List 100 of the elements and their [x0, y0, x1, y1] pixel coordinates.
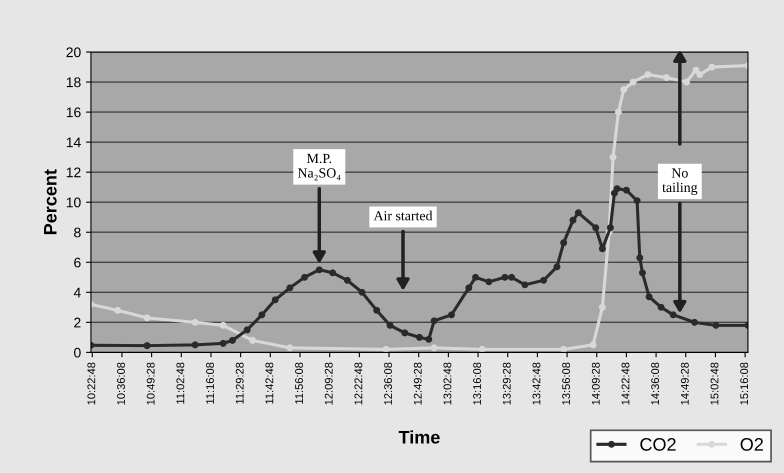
- point: [316, 266, 323, 274]
- point: [386, 322, 394, 329]
- annotation: No tailing: [662, 168, 698, 195]
- x-tick-label: 12:09:28: [324, 362, 333, 405]
- y-axis-title: Percent: [44, 169, 57, 234]
- y-tick-label: 20: [66, 47, 81, 58]
- point: [286, 284, 294, 292]
- x-tick-label: 13:02:48: [443, 362, 452, 405]
- point: [220, 340, 227, 347]
- y-tick-label: 0: [74, 348, 81, 358]
- point: [258, 311, 266, 318]
- point: [683, 78, 690, 86]
- x-tick-label: 12:36:08: [384, 362, 392, 405]
- y-tick-label: 10: [66, 198, 81, 208]
- point: [696, 71, 704, 78]
- point: [560, 239, 568, 246]
- point: [373, 306, 380, 314]
- y-tick-label: 8: [74, 228, 81, 238]
- y-tick-label: 4: [74, 288, 81, 298]
- point: [692, 66, 700, 74]
- point: [229, 336, 236, 344]
- point: [663, 74, 670, 82]
- point: [521, 281, 528, 288]
- y-tick-label: 2: [74, 318, 81, 328]
- point: [708, 64, 716, 71]
- y-tick-label: 12: [66, 168, 81, 178]
- point: [114, 306, 122, 314]
- point: [478, 346, 486, 352]
- point: [570, 216, 576, 224]
- x-tick-label: 11:56:08: [295, 362, 303, 404]
- point: [554, 263, 560, 270]
- point: [249, 336, 256, 344]
- point: [622, 186, 630, 194]
- point: [286, 344, 294, 352]
- point: [630, 78, 637, 86]
- point: [430, 344, 438, 352]
- point: [425, 336, 432, 343]
- x-axis-title: Time: [398, 430, 440, 444]
- point: [382, 346, 390, 352]
- x-tick-label: 15:16:08: [740, 362, 748, 405]
- x-tick-label: 13:16:08: [473, 362, 482, 405]
- x-tick-label: 14:22:48: [622, 362, 630, 405]
- x-tick-label: 14:09:28: [592, 362, 600, 405]
- point: [658, 304, 665, 311]
- point: [691, 318, 698, 326]
- x-tick-label: 12:49:28: [414, 362, 422, 405]
- x-tick-label: 11:16:08: [206, 362, 214, 404]
- point: [620, 86, 628, 94]
- point: [501, 274, 508, 281]
- point: [712, 322, 720, 329]
- x-tick-label: 14:36:08: [651, 362, 660, 405]
- y-tick-label: 16: [66, 107, 81, 118]
- annotation: M.P. Na₂SO₄: [298, 154, 341, 180]
- point: [614, 185, 621, 192]
- point: [614, 108, 622, 116]
- x-tick-label: 10:49:28: [146, 362, 155, 405]
- x-tick-label: 13:29:28: [502, 362, 511, 405]
- y-tick-label: 6: [74, 258, 81, 268]
- point: [610, 154, 617, 161]
- x-tick-label: 12:22:48: [354, 362, 362, 405]
- x-tick-label: 11:42:48: [265, 362, 274, 404]
- point: [344, 276, 351, 284]
- point: [220, 322, 227, 329]
- point: [592, 224, 600, 232]
- point: [358, 288, 366, 296]
- legend-label: CO2: [640, 438, 676, 451]
- x-tick-label: 13:56:08: [562, 362, 570, 405]
- point: [272, 296, 279, 304]
- point: [192, 341, 199, 348]
- point: [574, 209, 582, 216]
- point: [301, 274, 308, 281]
- annotation: Air started: [374, 210, 432, 220]
- point: [540, 276, 548, 284]
- point: [598, 304, 606, 311]
- x-tick-label: 15:02:48: [710, 362, 718, 405]
- point: [329, 269, 336, 276]
- y-tick-label: 18: [66, 77, 81, 88]
- point: [416, 334, 423, 341]
- point: [465, 284, 472, 292]
- x-tick-label: 10:36:08: [117, 362, 125, 405]
- point: [646, 293, 653, 300]
- point: [644, 71, 652, 78]
- point: [560, 346, 568, 352]
- point: [636, 254, 644, 262]
- legend-label: O2: [740, 438, 763, 451]
- point: [610, 190, 618, 197]
- point: [448, 311, 455, 318]
- point: [485, 278, 492, 286]
- point: [606, 224, 614, 232]
- point: [670, 311, 677, 318]
- y-tick-label: 14: [66, 138, 81, 148]
- point: [244, 326, 251, 334]
- x-tick-label: 13:42:48: [532, 362, 540, 405]
- point: [430, 317, 438, 324]
- point: [144, 314, 150, 322]
- point: [144, 342, 150, 350]
- point: [472, 274, 479, 281]
- point: [508, 274, 516, 281]
- point: [401, 329, 408, 336]
- x-tick-label: 11:02:48: [176, 362, 184, 404]
